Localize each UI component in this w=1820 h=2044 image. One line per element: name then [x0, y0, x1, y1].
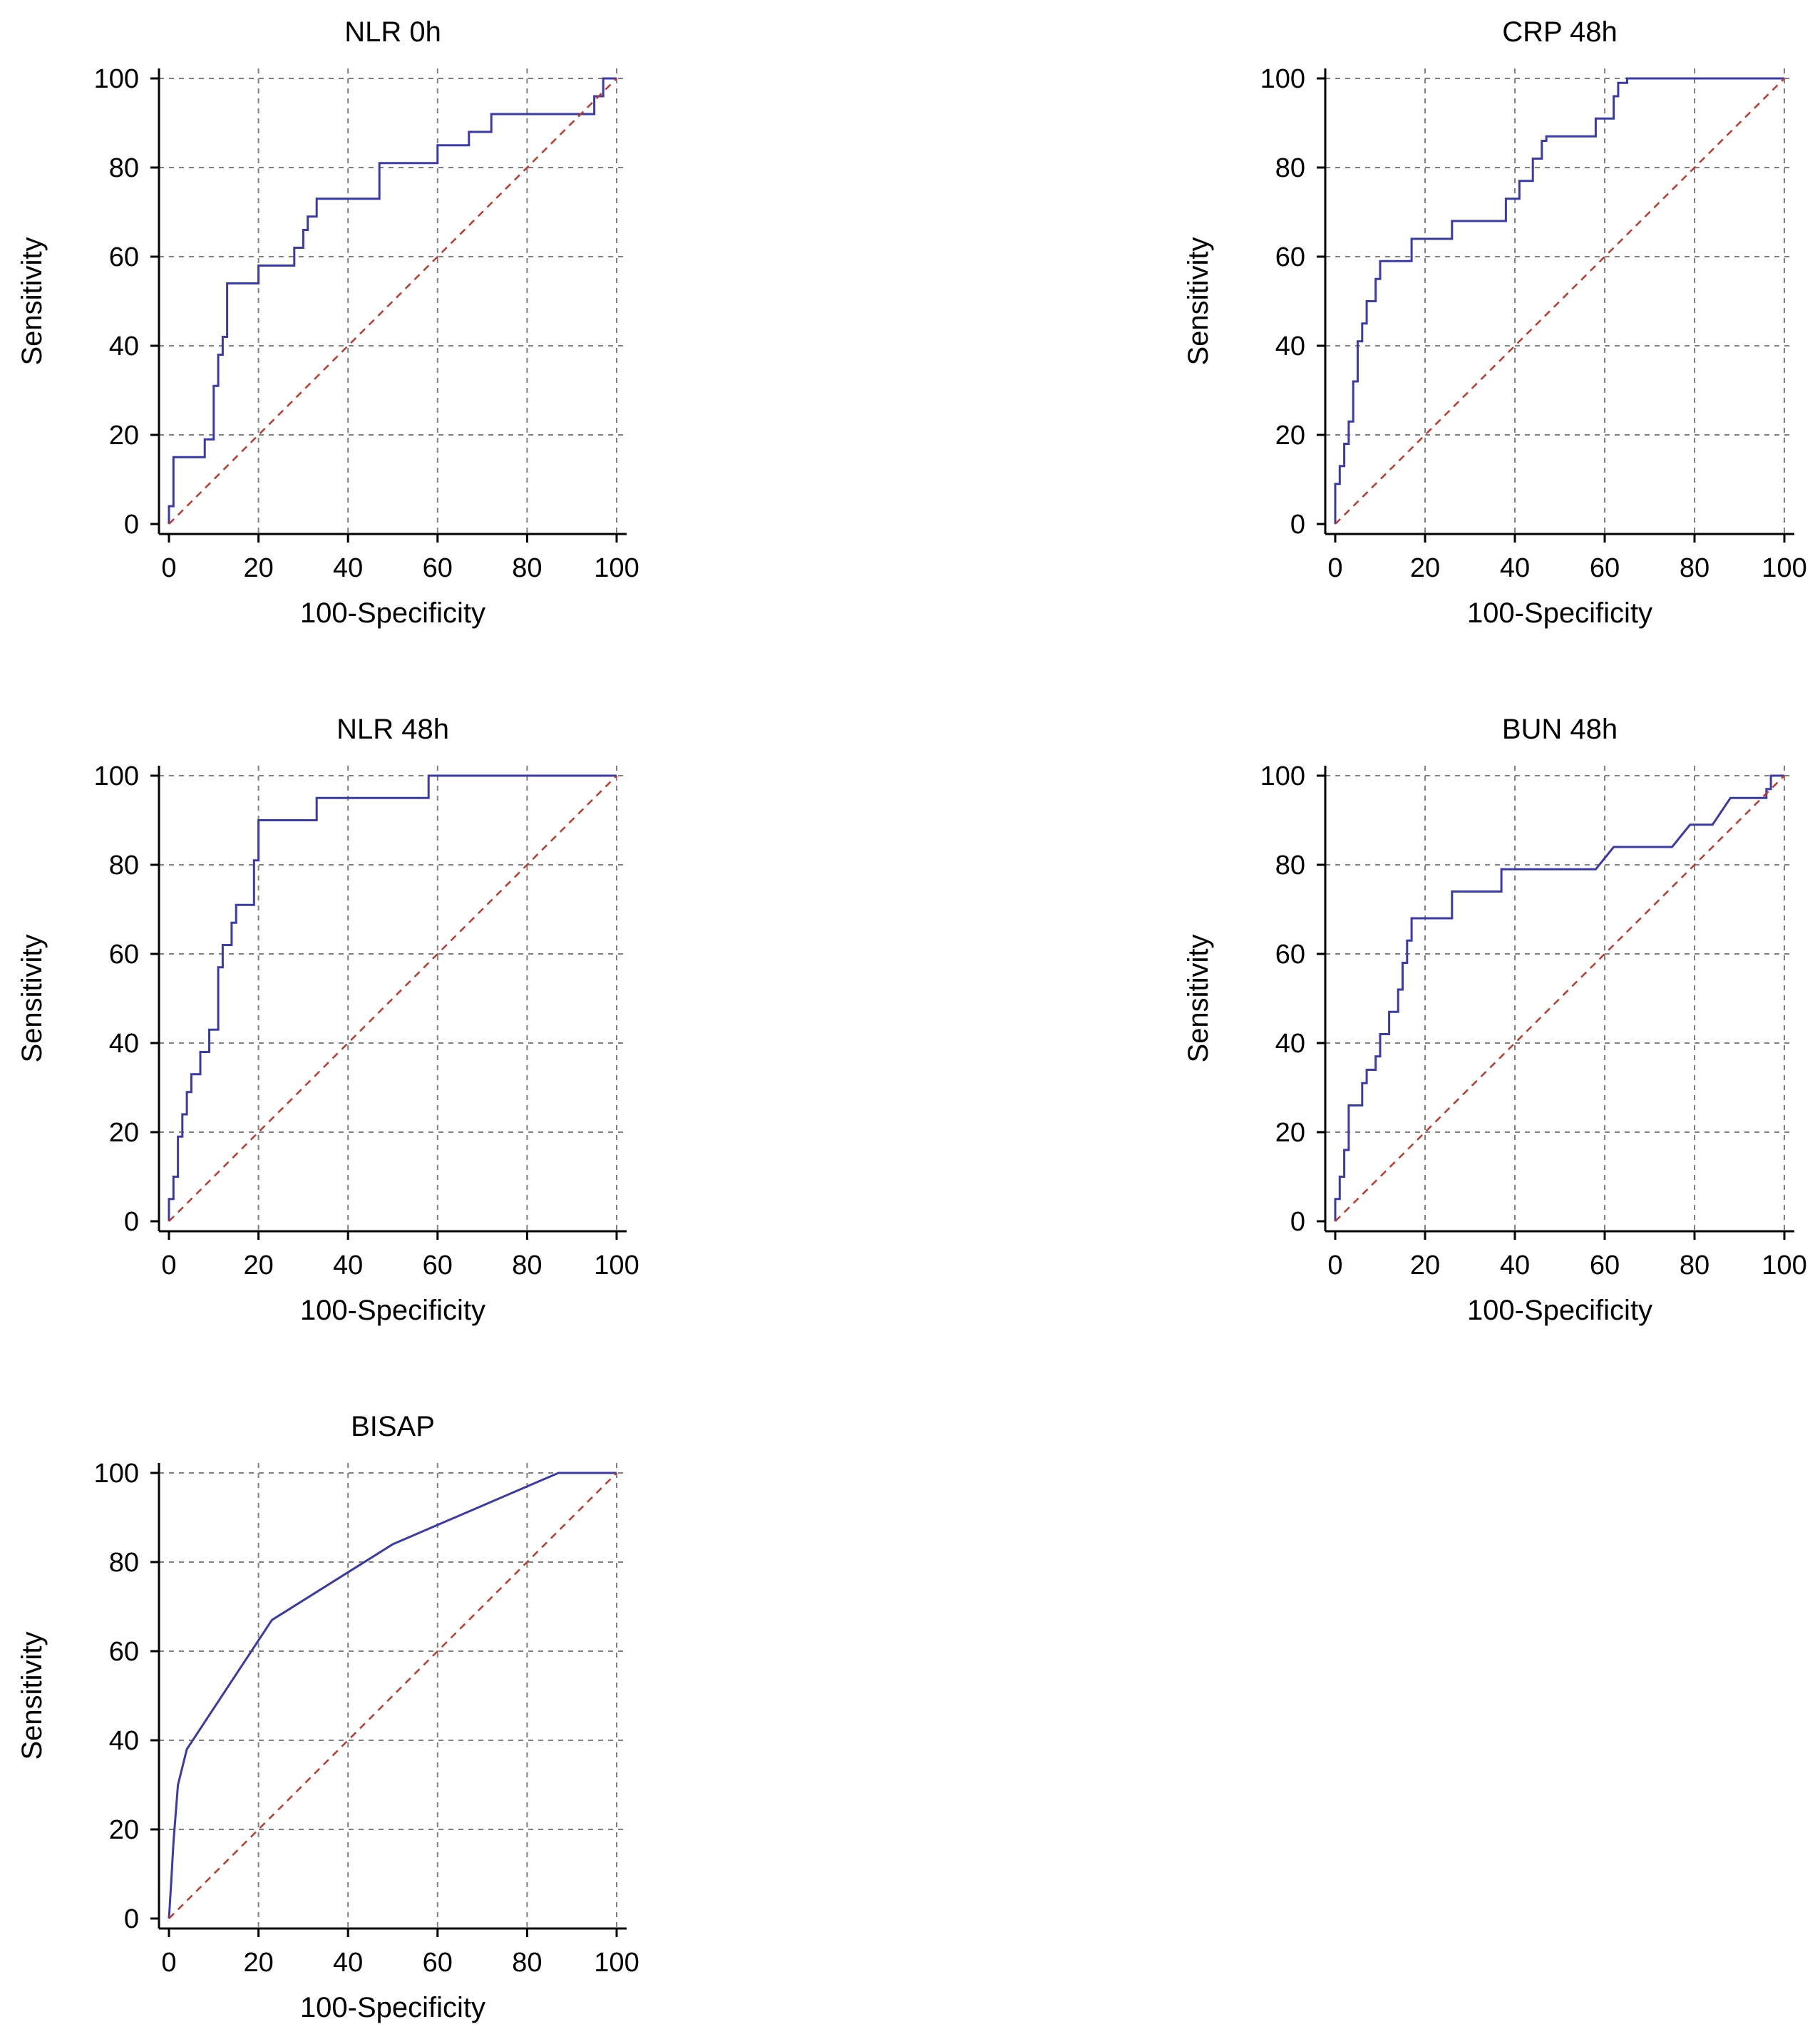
- y-tick-label: 20: [109, 1118, 139, 1148]
- panel-title: NLR 48h: [336, 714, 449, 745]
- y-axis-label: Sensitivity: [1183, 934, 1214, 1062]
- x-tick-label: 80: [1680, 1250, 1710, 1280]
- y-tick-label: 60: [109, 940, 139, 970]
- y-tick-label: 100: [1260, 761, 1305, 791]
- reference-diagonal-line: [168, 775, 617, 1222]
- x-tick-label: 80: [512, 553, 542, 583]
- x-tick-label: 20: [243, 553, 273, 583]
- panel-title: NLR 0h: [344, 16, 441, 48]
- y-tick-label: 40: [1275, 1029, 1305, 1059]
- y-tick-label: 20: [109, 1815, 139, 1845]
- y-tick-label: 100: [94, 761, 139, 791]
- reference-diagonal-line: [1335, 775, 1785, 1222]
- roc-curve-line: [168, 1472, 617, 1919]
- y-tick-label: 0: [124, 510, 139, 540]
- x-tick-label: 60: [423, 553, 453, 583]
- y-tick-label: 40: [109, 1029, 139, 1059]
- x-tick-label: 0: [161, 1250, 176, 1280]
- y-tick-label: 40: [109, 332, 139, 361]
- x-axis-label: 100-Specificity: [1467, 1295, 1652, 1326]
- y-tick-label: 100: [94, 64, 139, 94]
- y-tick-label: 80: [109, 851, 139, 880]
- y-tick-label: 0: [124, 1207, 139, 1237]
- x-tick-label: 20: [1410, 553, 1440, 583]
- x-tick-label: 40: [333, 1250, 363, 1280]
- x-axis-label: 100-Specificity: [300, 1295, 485, 1326]
- roc-panel-4: BUN 48h 0 20 40 60 80 100 0 20 40 60 80 100 100-Speci…: [1183, 714, 1807, 1326]
- y-axis-label: Sensitivity: [16, 237, 48, 365]
- y-tick-label: 0: [1290, 1207, 1305, 1237]
- x-axis-label: 100-Specificity: [1467, 597, 1652, 629]
- x-tick-label: 100: [594, 553, 639, 583]
- reference-diagonal-line: [168, 1472, 617, 1919]
- x-tick-label: 40: [333, 1948, 363, 1978]
- y-tick-label: 60: [1275, 940, 1305, 970]
- x-tick-label: 80: [512, 1948, 542, 1978]
- x-tick-label: 60: [423, 1948, 453, 1978]
- y-tick-label: 20: [109, 421, 139, 451]
- x-tick-label: 0: [1327, 1250, 1342, 1280]
- panel-title: BUN 48h: [1502, 714, 1618, 745]
- y-tick-label: 0: [1290, 510, 1305, 540]
- x-tick-label: 40: [1500, 1250, 1530, 1280]
- x-tick-label: 80: [512, 1250, 542, 1280]
- y-axis-label: Sensitivity: [16, 1631, 48, 1760]
- y-tick-label: 80: [1275, 153, 1305, 183]
- y-tick-label: 20: [1275, 421, 1305, 451]
- y-tick-label: 80: [109, 153, 139, 183]
- y-tick-label: 100: [1260, 64, 1305, 94]
- y-tick-label: 60: [109, 1637, 139, 1667]
- panel-title: CRP 48h: [1502, 16, 1618, 48]
- x-tick-label: 20: [243, 1948, 273, 1978]
- y-tick-label: 20: [1275, 1118, 1305, 1148]
- roc-curve-line: [1334, 77, 1784, 524]
- x-tick-label: 0: [161, 553, 176, 583]
- x-tick-label: 100: [594, 1250, 639, 1280]
- x-axis-label: 100-Specificity: [300, 597, 485, 629]
- y-tick-label: 0: [124, 1904, 139, 1934]
- y-tick-label: 60: [1275, 242, 1305, 272]
- x-tick-label: 100: [1762, 1250, 1806, 1280]
- roc-panel-5: BISAP 0 20 40 60 80 100 0 20 40 60 80 100 100-Specifi…: [16, 1411, 639, 2023]
- roc-panel-2: CRP 48h 0 20 40 60 80 100 0 20 40 60 80 100 100-Speci…: [1183, 16, 1807, 629]
- x-tick-label: 20: [1410, 1250, 1440, 1280]
- x-tick-label: 40: [333, 553, 363, 583]
- x-tick-label: 0: [161, 1948, 176, 1978]
- reference-diagonal-line: [168, 78, 617, 525]
- y-tick-label: 60: [109, 242, 139, 272]
- x-tick-label: 100: [594, 1948, 639, 1978]
- y-tick-label: 40: [1275, 332, 1305, 361]
- roc-curve-line: [168, 774, 617, 1221]
- roc-curve-line: [168, 77, 617, 524]
- x-tick-label: 100: [1762, 553, 1806, 583]
- x-tick-label: 60: [1590, 1250, 1620, 1280]
- panel-title: BISAP: [351, 1411, 435, 1442]
- y-axis-label: Sensitivity: [16, 934, 48, 1062]
- roc-panel-3: NLR 48h 0 20 40 60 80 100 0 20 40 60 80 100 100-Speci…: [16, 714, 639, 1326]
- x-axis-label: 100-Specificity: [300, 1992, 485, 2023]
- x-tick-label: 60: [423, 1250, 453, 1280]
- reference-diagonal-line: [1335, 78, 1785, 525]
- x-tick-label: 40: [1500, 553, 1530, 583]
- x-tick-label: 60: [1590, 553, 1620, 583]
- y-tick-label: 100: [94, 1459, 139, 1489]
- y-tick-label: 80: [109, 1548, 139, 1578]
- roc-curve-line: [1334, 774, 1784, 1221]
- roc-panel-1: NLR 0h 0 20 40 60 80 100 0 20 40 60 80 100 100-Specif…: [16, 16, 639, 629]
- x-tick-label: 0: [1327, 553, 1342, 583]
- x-tick-label: 20: [243, 1250, 273, 1280]
- y-axis-label: Sensitivity: [1183, 237, 1214, 365]
- x-tick-label: 80: [1680, 553, 1710, 583]
- y-tick-label: 80: [1275, 851, 1305, 880]
- y-tick-label: 40: [109, 1726, 139, 1756]
